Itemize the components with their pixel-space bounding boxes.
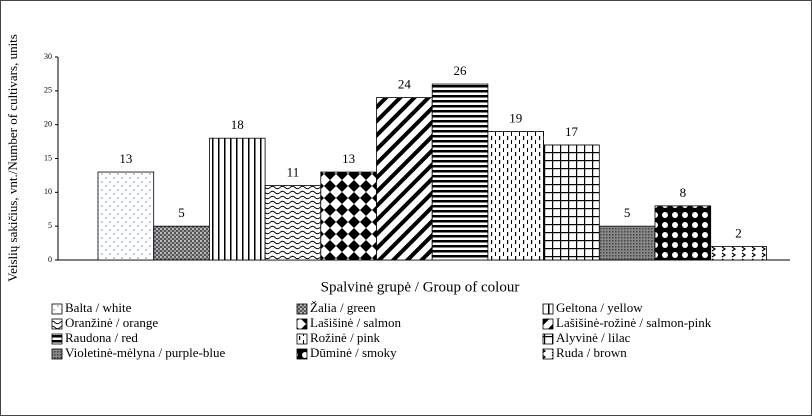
bar bbox=[97, 171, 155, 261]
legend-label: Geltona / yellow bbox=[556, 300, 643, 315]
legend-label: Ruda / brown bbox=[556, 345, 627, 360]
bar bbox=[153, 225, 210, 261]
legend-swatch bbox=[296, 333, 308, 345]
bar bbox=[654, 205, 712, 261]
bar bbox=[543, 144, 600, 261]
value-label: 8 bbox=[680, 185, 687, 200]
value-label: 5 bbox=[178, 205, 185, 220]
bar bbox=[264, 185, 322, 261]
legend-swatch bbox=[542, 303, 554, 315]
legend-swatch bbox=[296, 303, 308, 315]
legend-label: Oranžinė / orange bbox=[65, 315, 158, 330]
y-tick-label: 20 bbox=[44, 119, 52, 128]
value-label: 2 bbox=[735, 225, 742, 240]
y-tick-label: 15 bbox=[44, 153, 52, 162]
bar bbox=[487, 131, 544, 261]
legend-swatch bbox=[51, 318, 63, 330]
legend-label: Rožinė / pink bbox=[310, 330, 381, 345]
legend-label: Violetinė-mėlyna / purple-blue bbox=[65, 345, 225, 360]
legend-swatch bbox=[296, 318, 308, 330]
y-axis-label: Veislių sakičius, vnt./Number of cultiva… bbox=[5, 34, 20, 282]
value-label: 19 bbox=[509, 110, 522, 125]
legend-label: Lašišinė / salmon bbox=[310, 315, 401, 330]
legend-label: Lašišinė-rožinė / salmon-pink bbox=[556, 315, 712, 330]
value-label: 17 bbox=[565, 124, 579, 139]
value-label: 24 bbox=[398, 77, 412, 92]
legend-swatch bbox=[51, 303, 63, 315]
value-label: 18 bbox=[231, 117, 244, 132]
bar bbox=[376, 97, 433, 261]
y-tick-label: 5 bbox=[48, 221, 52, 230]
legend-swatch bbox=[542, 348, 554, 360]
bar bbox=[598, 225, 656, 261]
y-tick-label: 25 bbox=[44, 86, 52, 95]
legend-label: Raudona / red bbox=[65, 330, 138, 345]
legend-swatch bbox=[51, 333, 63, 345]
y-tick-label: 0 bbox=[48, 255, 52, 264]
value-label: 13 bbox=[119, 151, 132, 166]
bar bbox=[710, 246, 767, 261]
value-label: 13 bbox=[342, 151, 355, 166]
legend-swatch bbox=[542, 318, 554, 330]
bar bbox=[208, 137, 266, 261]
legend-label: Žalia / green bbox=[310, 300, 376, 315]
x-axis-label: Spalvinė grupė / Group of colour bbox=[321, 279, 520, 295]
legend-label: Balta / white bbox=[65, 300, 132, 315]
legend-swatch bbox=[542, 333, 554, 345]
legend-swatch bbox=[296, 348, 308, 360]
y-tick-label: 10 bbox=[44, 187, 52, 196]
y-tick-label: 30 bbox=[44, 52, 52, 61]
bar bbox=[320, 171, 377, 261]
bar bbox=[431, 83, 489, 261]
legend-label: Dūminė / smoky bbox=[310, 345, 397, 360]
value-label: 26 bbox=[454, 63, 468, 78]
legend-label: Alyvinė / lilac bbox=[556, 330, 631, 345]
value-label: 5 bbox=[624, 205, 631, 220]
legend-swatch bbox=[51, 348, 63, 360]
value-label: 11 bbox=[287, 165, 300, 180]
